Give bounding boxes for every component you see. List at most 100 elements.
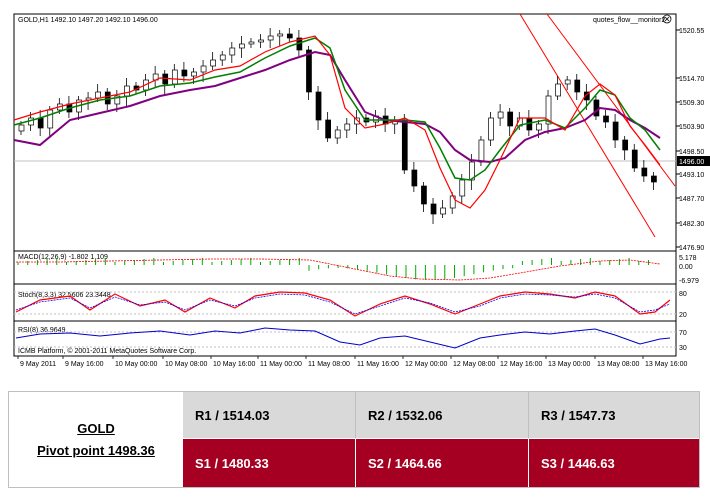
candle: [258, 39, 264, 43]
time-label: 10 May 16:00: [213, 361, 256, 368]
candle: [497, 111, 504, 119]
r2-cell: R2 / 1532.06: [356, 392, 529, 439]
candle: [219, 54, 226, 61]
symbol-name[interactable]: GOLD: [77, 420, 115, 436]
close-icon[interactable]: [662, 14, 672, 24]
candle: [612, 121, 619, 141]
candle: [181, 69, 188, 77]
rsi-pane[interactable]: [13, 320, 677, 357]
candle: [95, 91, 102, 99]
candle: [536, 123, 542, 131]
time-label: 11 May 08:00: [308, 361, 350, 368]
ma-mid-line: [13, 37, 661, 181]
price-tick: 1498.50: [679, 149, 704, 156]
chart-header: GOLD,H1 1492.10 1497.20 1492.10 1496.00: [18, 17, 158, 24]
time-label: 11 May 00:00: [260, 361, 302, 368]
time-label: 10 May 08:00: [165, 361, 208, 368]
stoch-pane[interactable]: [13, 283, 677, 322]
candle: [545, 95, 552, 125]
time-label: 11 May 16:00: [357, 361, 399, 368]
price-chart[interactable]: 1520.55 1514.70 1509.30 1503.90 1498.50 …: [0, 0, 710, 375]
candle: [478, 139, 485, 163]
price-tick: 1487.70: [679, 196, 704, 203]
s2-cell: S2 / 1464.66: [356, 439, 529, 487]
candle: [47, 109, 54, 129]
current-price-label: 1496.00: [679, 159, 704, 166]
copyright: ICMB Platform, © 2001-2011 MetaQuotes So…: [18, 347, 196, 355]
price-tick: 1482.30: [679, 221, 704, 228]
r3-cell: R3 / 1547.73: [529, 392, 699, 439]
time-label: 13 May 00:00: [548, 361, 591, 368]
time-label: 9 May 16:00: [65, 361, 104, 368]
ma-fast-line: [13, 35, 661, 209]
macd-label: MACD(12,26,9) -1.802 1.109: [18, 254, 108, 261]
macd-tick: -6.979: [679, 278, 699, 285]
candle: [411, 169, 418, 187]
candle: [469, 161, 475, 181]
price-tick: 1493.10: [679, 172, 704, 179]
rsi-tick: 70: [679, 330, 687, 337]
candle: [239, 43, 245, 49]
macd-signal-line: [16, 258, 661, 281]
candle: [315, 91, 322, 121]
price-tick: 1514.70: [679, 76, 704, 83]
candle: [306, 49, 312, 93]
candle: [488, 117, 494, 141]
price-tick: 1520.55: [679, 28, 704, 35]
candle: [622, 139, 629, 151]
candle: [641, 167, 648, 177]
candle: [564, 79, 571, 85]
time-axis: 9 May 2011 9 May 16:00 10 May 00:00 10 May …: [17, 356, 688, 368]
candle: [603, 115, 609, 123]
stoch-label: Stoch(8,3,3) 32.5606 23.3448: [18, 292, 111, 299]
s3-cell: S3 / 1446.63: [529, 439, 699, 487]
price-axis: 1520.55 1514.70 1509.30 1503.90 1498.50 …: [676, 28, 704, 252]
stoch-main-line: [15, 291, 671, 317]
candle: [210, 59, 216, 67]
candle: [124, 85, 130, 97]
time-label: 13 May 16:00: [645, 361, 688, 368]
candle: [344, 123, 351, 131]
time-label: 10 May 00:00: [115, 361, 158, 368]
main-pane[interactable]: [13, 13, 677, 252]
rsi-label: RSI(8) 36.9649: [18, 327, 66, 334]
candle: [248, 41, 255, 45]
candle: [191, 71, 197, 77]
pivot-point-label[interactable]: Pivot point 1498.36: [37, 442, 155, 458]
candle: [354, 117, 360, 125]
candle: [507, 111, 514, 127]
candle: [334, 129, 341, 139]
pivot-table: GOLD Pivot point 1498.36 R1 / 1514.03 R2…: [8, 391, 700, 488]
candle: [37, 117, 44, 129]
time-label: 9 May 2011: [20, 361, 56, 368]
macd-pane[interactable]: [13, 250, 677, 285]
candle: [114, 95, 121, 105]
candle: [440, 207, 446, 215]
candle: [593, 99, 600, 117]
current-price-tag: [677, 156, 710, 166]
candle: [459, 179, 466, 197]
candle: [421, 185, 427, 205]
price-tick: 1476.90: [679, 245, 704, 252]
indicator-label: quotes_flow__monitor2: [593, 17, 665, 24]
candle: [631, 149, 638, 169]
candle: [574, 79, 581, 93]
candle: [555, 83, 561, 97]
rsi-tick: 30: [679, 345, 687, 352]
rsi-line: [15, 327, 671, 349]
r1-cell: R1 / 1514.03: [183, 392, 356, 439]
candle: [229, 47, 236, 56]
time-label: 12 May 08:00: [453, 361, 496, 368]
channel-line-lower[interactable]: [519, 13, 656, 238]
macd-tick: 0.00: [679, 264, 693, 271]
candle: [651, 175, 657, 183]
macd-histogram: [17, 258, 649, 280]
candle: [267, 35, 274, 41]
price-tick: 1509.30: [679, 100, 704, 107]
time-label: 12 May 00:00: [405, 361, 448, 368]
candle: [430, 203, 437, 215]
time-label: 13 May 08:00: [597, 361, 640, 368]
s1-cell: S1 / 1480.33: [183, 439, 356, 487]
macd-tick: 5.178: [679, 255, 697, 262]
time-label: 12 May 16:00: [500, 361, 543, 368]
